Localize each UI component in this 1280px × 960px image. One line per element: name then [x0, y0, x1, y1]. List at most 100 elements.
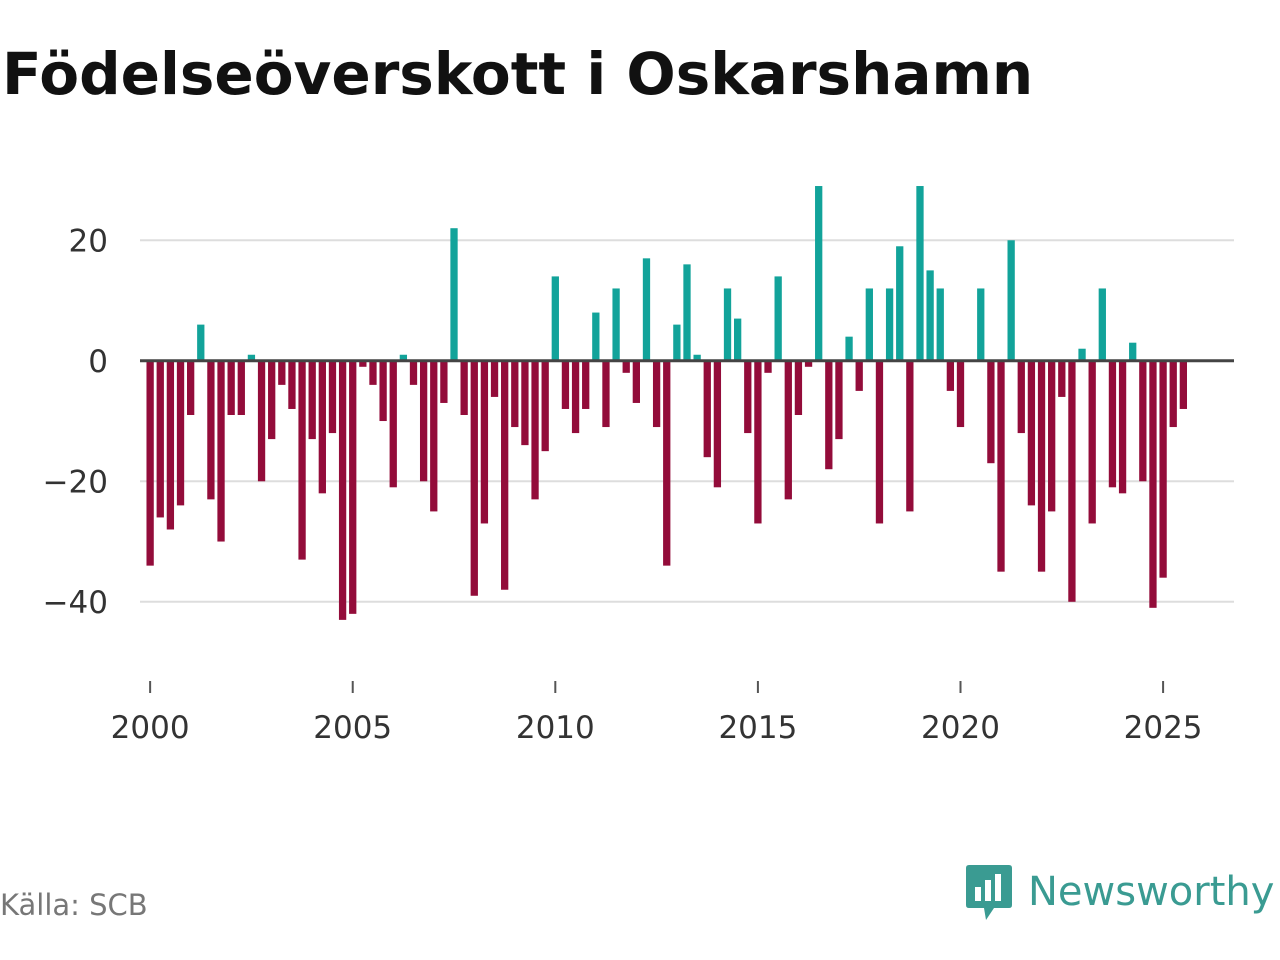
bar	[977, 288, 985, 361]
bar	[1159, 360, 1167, 578]
bar	[480, 360, 489, 524]
bar	[713, 360, 722, 488]
bar	[308, 360, 316, 440]
bar	[430, 360, 438, 512]
bar	[146, 360, 154, 566]
bar	[1139, 360, 1147, 482]
bar	[450, 228, 458, 361]
x-tick-label: 2005	[313, 710, 392, 746]
bar	[1169, 360, 1177, 428]
x-tick-label: 2010	[516, 710, 595, 746]
bar	[399, 354, 408, 361]
bar	[1007, 240, 1015, 361]
bar	[460, 360, 468, 415]
bar	[744, 360, 752, 434]
bar	[673, 324, 681, 361]
brand-name: Newsworthy	[1028, 869, 1275, 915]
bar	[440, 360, 448, 403]
bar	[622, 360, 630, 373]
bar	[1058, 360, 1066, 397]
bar	[723, 288, 732, 361]
bar	[197, 324, 205, 361]
bar	[338, 360, 347, 620]
y-tick-label: −20	[43, 464, 108, 500]
bar	[1108, 360, 1117, 488]
bar	[845, 336, 853, 361]
bar	[1078, 348, 1086, 361]
bar	[815, 186, 823, 361]
bar	[855, 360, 863, 391]
bar	[298, 360, 306, 560]
bar	[683, 264, 691, 361]
source-label: Källa: SCB	[0, 888, 148, 922]
bar	[1118, 360, 1127, 494]
bar	[764, 360, 772, 373]
bar	[328, 360, 337, 434]
bar	[1098, 288, 1106, 361]
bar	[602, 360, 610, 428]
bar	[176, 360, 185, 506]
bar	[207, 360, 215, 500]
bar	[490, 360, 499, 397]
bar	[1017, 360, 1025, 434]
bar	[774, 276, 782, 361]
bar	[369, 360, 377, 385]
bar	[632, 360, 640, 403]
bar	[1179, 360, 1187, 409]
bar	[237, 360, 245, 415]
bar	[501, 360, 509, 590]
bar	[156, 360, 164, 518]
bar	[470, 360, 478, 596]
bar	[936, 288, 944, 361]
bar	[804, 360, 813, 367]
bar	[247, 354, 256, 361]
bar	[349, 360, 357, 614]
bar	[521, 360, 529, 446]
bar	[825, 360, 833, 470]
bar	[166, 360, 175, 530]
bar	[379, 360, 387, 422]
bar	[592, 312, 600, 361]
newsworthy-logo-icon	[966, 865, 1012, 920]
bar	[217, 360, 225, 542]
x-tick-label: 2015	[718, 710, 797, 746]
bar	[571, 360, 580, 434]
bar	[906, 360, 914, 512]
chart-title: Födelseöverskott i Oskarshamn	[2, 40, 1034, 108]
bar	[946, 360, 955, 391]
bar	[875, 360, 884, 524]
bar	[642, 258, 651, 361]
bar	[997, 360, 1005, 572]
bar	[987, 360, 995, 464]
y-axis: −40 −20 0 20	[43, 223, 108, 621]
y-tick-label: −40	[43, 585, 108, 621]
bar	[187, 360, 195, 415]
bar	[784, 360, 792, 500]
bar	[734, 318, 742, 361]
bar	[288, 360, 296, 409]
bar	[956, 360, 965, 428]
bar	[227, 360, 235, 415]
bar	[896, 246, 904, 361]
bar	[885, 288, 894, 361]
bar	[409, 360, 418, 385]
bar	[693, 354, 701, 361]
bar	[926, 270, 934, 361]
bar	[268, 360, 276, 440]
bar	[1037, 360, 1046, 572]
bar	[1088, 360, 1096, 524]
bar	[318, 360, 326, 494]
bar	[835, 360, 843, 440]
bar	[1027, 360, 1036, 506]
bar	[359, 360, 367, 367]
bar	[419, 360, 428, 482]
x-tick-label: 2020	[921, 710, 1000, 746]
y-tick-label: 20	[69, 223, 108, 259]
y-tick-label: 0	[88, 344, 108, 380]
bar	[551, 276, 559, 361]
bar	[278, 360, 286, 385]
bar	[389, 360, 397, 488]
newsworthy-logo: Newsworthy	[964, 862, 1274, 922]
bar	[541, 360, 549, 452]
